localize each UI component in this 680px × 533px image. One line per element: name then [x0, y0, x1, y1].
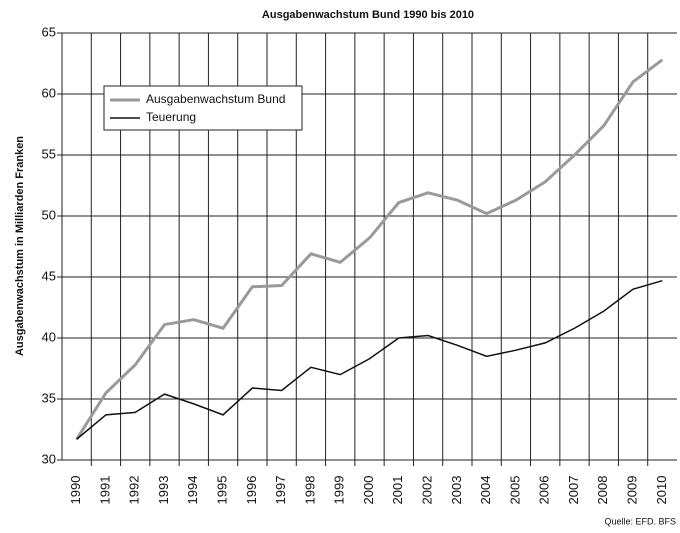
x-tick-label: 2008 [595, 476, 610, 505]
x-tick-label: 1991 [97, 476, 112, 505]
series-line [75, 58, 664, 441]
y-tick-label: 30 [42, 451, 56, 466]
x-tick-label: 2002 [420, 476, 435, 505]
series-line [76, 279, 663, 440]
legend-box [103, 85, 303, 131]
x-tick-label: 1995 [215, 476, 230, 505]
x-tick-label: 1994 [185, 476, 200, 505]
x-tick-label: 1997 [273, 476, 288, 505]
x-tick-label: 1996 [244, 476, 259, 505]
x-tick-label: 2009 [625, 476, 640, 505]
y-tick-label: 65 [42, 24, 56, 39]
y-tick-label: 45 [42, 268, 56, 283]
x-tick-label: 2000 [361, 476, 376, 505]
source: Quelle: EFD. BFS [604, 516, 676, 526]
x-tick-label: 2004 [478, 476, 493, 505]
x-tick-label: 1990 [68, 476, 83, 505]
x-tick-label: 1992 [127, 476, 142, 505]
x-tick-label: 2001 [390, 476, 405, 505]
y-tick-label: 55 [42, 146, 56, 161]
legend-label: Ausgabenwachstum Bund [146, 92, 285, 106]
y-tick-label: 50 [42, 207, 56, 222]
chart-title: Ausgabenwachstum Bund 1990 bis 2010 [262, 9, 474, 21]
y-tick-label: 35 [42, 390, 56, 405]
x-tick-label: 2010 [654, 476, 669, 505]
y-axis-label: Ausgabenwachstum in Milliarden Franken [14, 136, 26, 356]
x-tick-label: 1999 [332, 476, 347, 505]
y-tick-label: 40 [42, 329, 56, 344]
x-tick-label: 1998 [302, 476, 317, 505]
x-tick-label: 2007 [566, 476, 581, 505]
x-tick-label: 2005 [507, 476, 522, 505]
x-tick-label: 2003 [449, 476, 464, 505]
x-tick-label: 2006 [537, 476, 552, 505]
legend-label: Teuerung [146, 110, 196, 124]
x-tick-label: 1993 [156, 476, 171, 505]
y-tick-label: 60 [42, 85, 56, 100]
